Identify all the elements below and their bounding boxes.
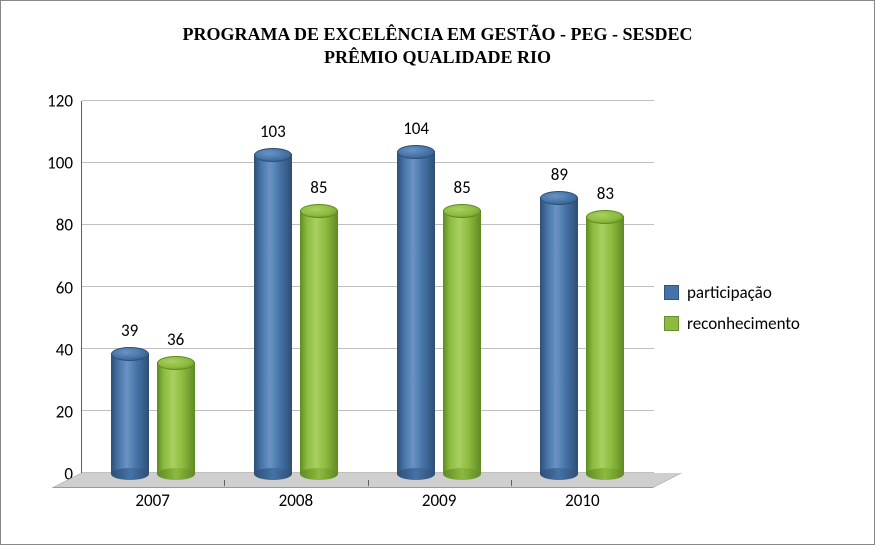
- y-tick-label: 40: [23, 339, 73, 360]
- value-label: 85: [454, 177, 471, 198]
- value-label: 83: [597, 183, 614, 204]
- bar-shaft: [111, 353, 149, 474]
- y-tick-label: 80: [23, 215, 73, 236]
- x-tick-label: 2008: [279, 490, 313, 511]
- bar-cap-bottom: [300, 468, 338, 480]
- bar-cylinder: [540, 197, 578, 474]
- bar-cap-top: [111, 347, 149, 361]
- legend-item: reconhecimento: [664, 313, 854, 334]
- bar-cylinder: [397, 151, 435, 474]
- bar-cap-bottom: [254, 468, 292, 480]
- bar-shaft: [300, 210, 338, 474]
- bar-cylinder: [443, 210, 481, 474]
- bar-cap-bottom: [157, 468, 195, 480]
- x-axis: 2007 2008 2009 2010: [81, 484, 654, 514]
- legend-swatch: [664, 285, 679, 300]
- value-label: 103: [260, 121, 286, 142]
- x-tick-label: 2009: [422, 490, 456, 511]
- bar-group: 39 36: [111, 101, 195, 474]
- chart-title-line1: PROGRAMA DE EXCELÊNCIA EM GESTÃO - PEG -…: [13, 23, 862, 46]
- bar-cylinder: [157, 362, 195, 474]
- chart-title: PROGRAMA DE EXCELÊNCIA EM GESTÃO - PEG -…: [13, 23, 862, 70]
- bar-shaft: [157, 362, 195, 474]
- bar-cylinder: [111, 353, 149, 474]
- x-tick-label: 2007: [135, 490, 169, 511]
- value-label: 89: [551, 164, 568, 185]
- value-label: 36: [167, 329, 184, 350]
- bar-cap-bottom: [397, 468, 435, 480]
- bar-shaft: [586, 216, 624, 474]
- bar-group: 103 85: [254, 101, 338, 474]
- bar-cylinder: [254, 154, 292, 474]
- x-tick-label: 2010: [565, 490, 599, 511]
- bar-shaft: [540, 197, 578, 474]
- y-axis: 020406080100120: [21, 101, 81, 474]
- legend: participação reconhecimento: [664, 272, 854, 344]
- bar-cap-bottom: [111, 468, 149, 480]
- bar-shaft: [443, 210, 481, 474]
- x-tick-mark: [224, 480, 225, 486]
- x-tick-mark: [511, 480, 512, 486]
- value-label: 39: [121, 320, 138, 341]
- bar-cylinder: [300, 210, 338, 474]
- chart-container: PROGRAMA DE EXCELÊNCIA EM GESTÃO - PEG -…: [0, 0, 875, 545]
- legend-swatch: [664, 316, 679, 331]
- bar-cap-top: [397, 145, 435, 159]
- bar-cap-top: [254, 148, 292, 162]
- legend-item: participação: [664, 282, 854, 303]
- legend-label: reconhecimento: [687, 313, 800, 334]
- bar-group: 104 85: [397, 101, 481, 474]
- bar-shaft: [254, 154, 292, 474]
- plot-area: 39 36 103 85 104 85 89 83: [81, 101, 654, 474]
- y-tick-label: 100: [23, 153, 73, 174]
- bar-cap-top: [300, 204, 338, 218]
- y-tick-label: 120: [23, 91, 73, 112]
- value-label: 85: [310, 177, 327, 198]
- y-tick-label: 20: [23, 401, 73, 422]
- bar-cap-top: [443, 204, 481, 218]
- legend-label: participação: [687, 282, 772, 303]
- bar-group: 89 83: [540, 101, 624, 474]
- y-tick-label: 60: [23, 277, 73, 298]
- bar-cap-top: [157, 356, 195, 370]
- plot-area-wrapper: 020406080100120 393610385104858983 20072…: [21, 101, 854, 514]
- value-label: 104: [403, 118, 429, 139]
- x-tick-mark: [368, 480, 369, 486]
- bar-shaft: [397, 151, 435, 474]
- bar-cylinder: [586, 216, 624, 474]
- chart-title-line2: PRÊMIO QUALIDADE RIO: [13, 46, 862, 69]
- bar-cap-bottom: [443, 468, 481, 480]
